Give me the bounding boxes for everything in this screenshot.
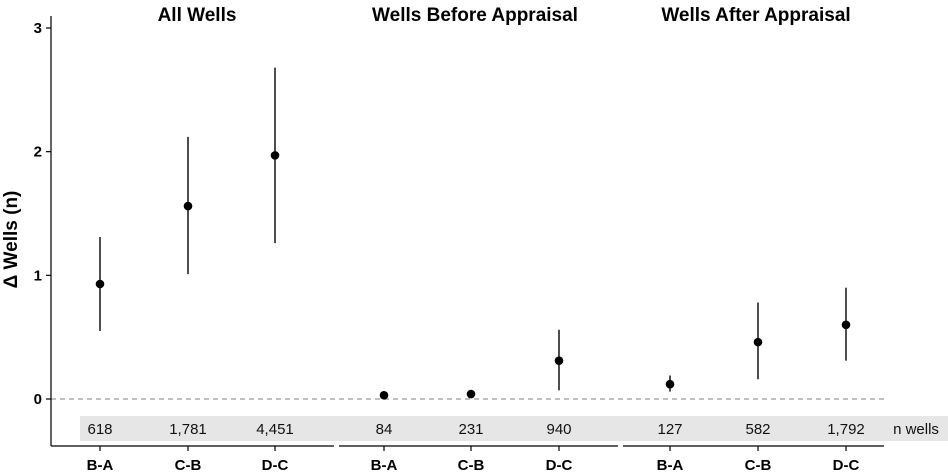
n-wells-label-band [884, 416, 948, 441]
data-point [753, 337, 763, 347]
y-tick-label: 0 [34, 391, 42, 408]
data-point [95, 279, 105, 289]
y-tick-label: 3 [34, 20, 42, 37]
marks-layer [95, 67, 851, 400]
n-wells-value: 940 [546, 421, 571, 438]
n-wells-value: 127 [657, 421, 682, 438]
y-axis-title: Δ Wells (n) [1, 191, 22, 289]
n-wells-value: 84 [376, 421, 393, 438]
x-tick-label: D-C [546, 457, 573, 474]
n-wells-value: 1,792 [827, 421, 865, 438]
data-point [665, 379, 675, 389]
n-wells-value: 231 [458, 421, 483, 438]
y-tick-label: 1 [34, 267, 42, 284]
x-tick-label: C-B [458, 457, 485, 474]
y-tick-label: 2 [34, 144, 42, 161]
data-point [379, 390, 389, 400]
data-point [841, 320, 851, 330]
axis-layer [46, 16, 884, 451]
n-wells-label: n wells [893, 421, 939, 438]
panel-title: Wells Before Appraisal [372, 5, 578, 26]
x-tick-label: B-A [657, 457, 684, 474]
data-point [466, 389, 476, 399]
n-wells-band [80, 416, 884, 441]
panel-title: Wells After Appraisal [661, 5, 850, 26]
n-wells-band-layer [80, 416, 948, 441]
x-tick-label: B-A [87, 457, 114, 474]
n-wells-value: 1,781 [169, 421, 207, 438]
text-layer: 0 1 2 3 Δ Wells (n) All Wells B-A 618 C-B 1,781 D-… [1, 5, 939, 474]
n-wells-value: 618 [87, 421, 112, 438]
x-tick-label: C-B [175, 457, 202, 474]
x-tick-label: C-B [745, 457, 772, 474]
data-point [554, 356, 564, 365]
n-wells-value: 582 [745, 421, 770, 438]
n-wells-value: 4,451 [256, 421, 294, 438]
x-tick-label: D-C [262, 457, 289, 474]
data-point [270, 151, 280, 160]
panel-title: All Wells [158, 5, 237, 26]
data-point [183, 201, 193, 211]
x-tick-label: D-C [833, 457, 860, 474]
x-tick-label: B-A [371, 457, 398, 474]
